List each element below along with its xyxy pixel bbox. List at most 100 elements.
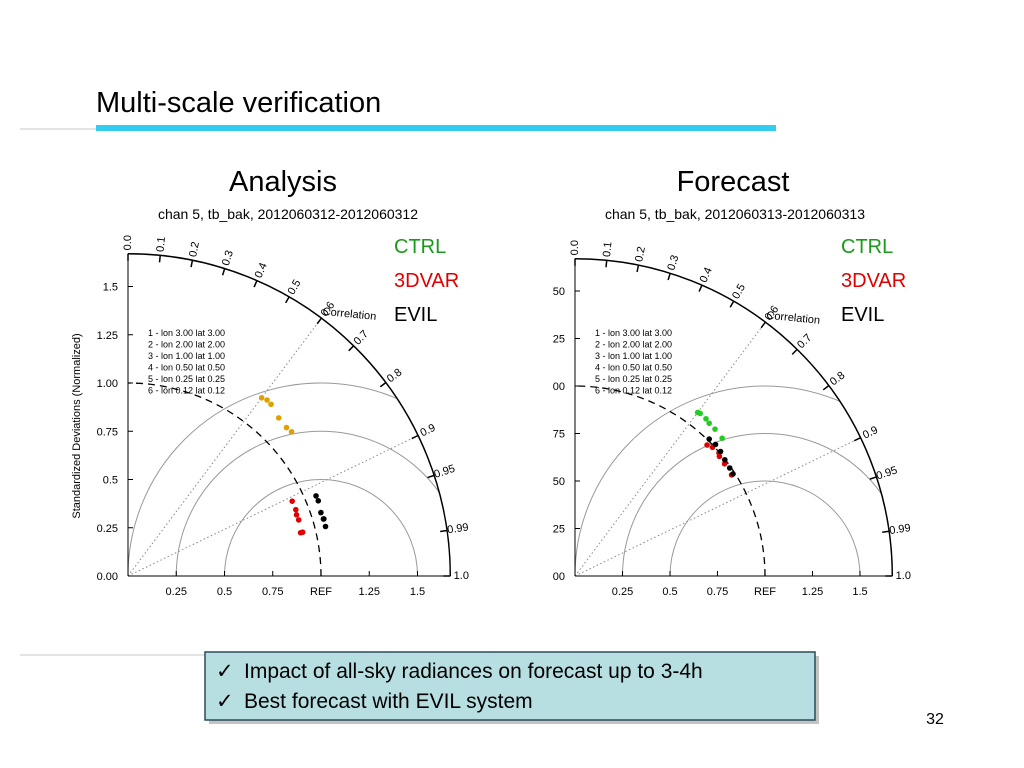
corr-tick-label: 0.5 [730, 282, 748, 301]
point [712, 441, 719, 448]
corr-tick-label: 0.3 [220, 249, 236, 267]
point [288, 428, 295, 435]
key-entry: 1 - lon 3.00 lat 3.00 [148, 328, 225, 338]
y-tick-label: 00 [553, 571, 565, 583]
radial-line [127, 317, 322, 577]
rms-circle [224, 479, 418, 576]
corr-tick [221, 268, 226, 276]
radial-line [574, 437, 861, 577]
corr-tick-label: 0.7 [352, 328, 371, 347]
corr-tick [882, 530, 890, 533]
x-tick-label: REF [754, 586, 776, 598]
point [289, 498, 296, 504]
corr-tick-label: 0.95 [875, 464, 899, 482]
corr-tick-label: 0.0 [122, 235, 134, 250]
point [726, 465, 733, 471]
y-tick-label: 0.75 [97, 426, 118, 438]
corr-tick [427, 474, 435, 479]
corr-tick-label: 0.99 [447, 521, 470, 536]
point [297, 529, 304, 536]
point [706, 420, 712, 427]
key-entry: 4 - lon 0.50 lat 0.50 [595, 363, 672, 373]
x-tick-label: 1.5 [852, 586, 867, 598]
corr-tick-label: 0.3 [665, 254, 681, 272]
slide-title: Multi-scale verification [96, 87, 381, 119]
key-entry: 4 - lon 0.50 lat 0.50 [148, 363, 225, 373]
y-tick-label: 50 [553, 476, 565, 488]
corr-tick-label: 0.0 [569, 240, 581, 255]
corr-tick [158, 255, 161, 263]
key-entry: 5 - lon 0.25 lat 0.25 [595, 374, 672, 384]
corr-tick [253, 280, 258, 288]
x-tick-label: 0.5 [217, 586, 232, 598]
corr-tick [869, 476, 877, 480]
key-entry: 2 - lon 2.00 lat 2.00 [148, 340, 225, 350]
corr-tick-label: 0.2 [187, 241, 202, 258]
point [264, 397, 270, 403]
corr-tick [316, 317, 322, 325]
key-entry: 3 - lon 1.00 lat 1.00 [595, 351, 672, 361]
corr-tick-label: 0.1 [601, 241, 614, 257]
point [313, 493, 319, 499]
corr-tick [285, 296, 290, 304]
corr-tick [698, 284, 703, 292]
point [293, 506, 299, 513]
outer-arc [574, 257, 894, 577]
y-axis-label: Standardized Deviations (Normalized) [71, 333, 83, 518]
y-tick-label: 0.25 [97, 523, 118, 535]
point [258, 395, 265, 401]
note: Impact of all-sky radiances on forecast … [244, 660, 703, 683]
corr-tick-label: 0.9 [861, 424, 880, 441]
x-tick-label: 0.75 [262, 586, 283, 598]
point [703, 415, 709, 422]
rms-circle [175, 430, 451, 576]
point [721, 456, 728, 463]
corr-tick [379, 382, 387, 388]
y-tick-label: 1.5 [103, 282, 118, 294]
chart-title: chan 5, tb_bak, 2012060313-2012060313 [605, 206, 865, 222]
corr-tick [853, 437, 861, 442]
point [295, 517, 302, 523]
corr-tick [636, 264, 640, 273]
page-number: 32 [926, 711, 944, 728]
rms-circle [128, 382, 451, 576]
note: Best forecast with EVIL system [244, 690, 533, 713]
point [721, 461, 728, 467]
rms-circle [575, 385, 893, 576]
corr-tick [791, 348, 798, 355]
point [322, 523, 329, 530]
y-tick-label: 25 [553, 524, 565, 536]
legend-entry: 3DVAR [394, 270, 459, 292]
y-tick-label: 25 [553, 334, 565, 346]
point [320, 516, 327, 522]
point [268, 401, 274, 408]
chart-title: chan 5, tb_bak, 2012060312-2012060312 [158, 206, 418, 222]
corr-tick-label: 0.9 [418, 422, 437, 439]
point [730, 471, 736, 477]
corr-tick-label: 0.8 [385, 367, 404, 386]
corr-tick [667, 273, 671, 281]
point [719, 435, 725, 442]
corr-axis-label: Correlation [322, 306, 377, 323]
rms-circle [622, 433, 893, 576]
legend-entry: 3DVAR [841, 270, 906, 292]
key-entry: 6 - lon 0.12 lat 0.12 [148, 386, 225, 396]
corr-tick-label: 0.4 [253, 261, 270, 280]
point [704, 442, 710, 448]
x-tick-label: 1.25 [802, 586, 823, 598]
y-tick-label: 1.00 [97, 378, 118, 390]
point [712, 426, 718, 432]
ref-arc [127, 382, 322, 577]
corr-tick-label: 0.2 [633, 246, 648, 263]
corr-tick [411, 434, 419, 440]
corr-tick [760, 321, 766, 329]
corr-tick-label: 1.0 [454, 570, 469, 582]
radial-line [127, 435, 419, 577]
point [697, 410, 703, 417]
key-entry: 2 - lon 2.00 lat 2.00 [595, 340, 672, 350]
corr-axis-label: Correlation [766, 310, 821, 327]
check: ✓ [216, 660, 234, 683]
point [716, 453, 723, 460]
point [318, 509, 324, 516]
